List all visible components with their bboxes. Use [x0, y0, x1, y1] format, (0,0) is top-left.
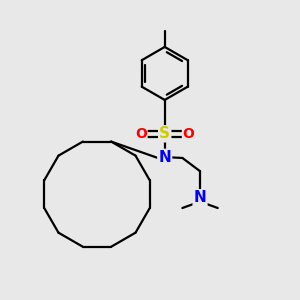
Text: N: N	[158, 150, 171, 165]
Text: S: S	[159, 126, 170, 141]
Text: O: O	[182, 127, 194, 141]
Text: O: O	[135, 127, 147, 141]
Text: N: N	[194, 190, 206, 205]
